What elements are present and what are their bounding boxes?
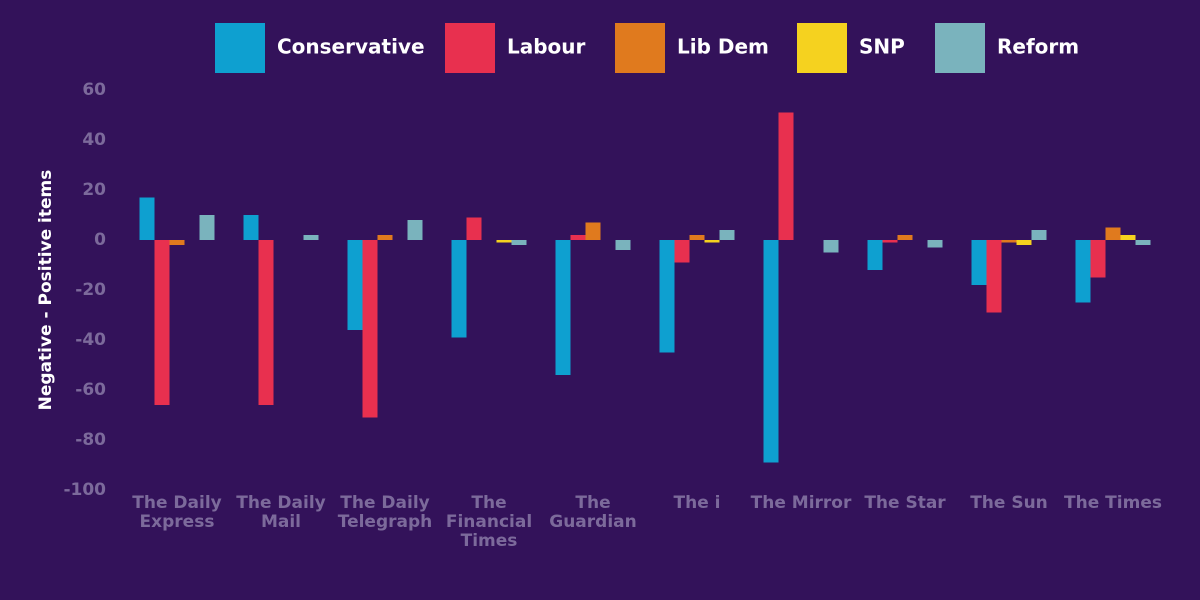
bar [258,240,274,405]
y-tick-label: 40 [82,130,106,150]
bar [407,220,423,240]
bar [466,217,482,240]
legend-label: SNP [859,35,905,59]
bar [882,240,898,243]
bar [986,240,1002,313]
y-axis-label: Negative - Positive items [36,170,56,411]
bar [1075,240,1091,303]
x-tick-label: The Daily Express [132,493,221,532]
y-tick-label: 60 [82,80,106,100]
y-tick-label: -80 [75,430,106,450]
legend-swatch [215,23,265,73]
bar [971,240,987,285]
y-tick-label: -60 [75,380,106,400]
legend-swatch [935,23,985,73]
bar [927,240,943,248]
bar [496,240,512,243]
bar [377,235,393,240]
bar [511,240,527,245]
bar [659,240,675,353]
bar [243,215,259,240]
bar [1135,240,1151,245]
bar [451,240,467,338]
x-tick-label: The Times [1064,493,1162,513]
y-tick-label: -100 [63,480,106,500]
bar [763,240,779,463]
bar [362,240,378,418]
bar [1090,240,1106,278]
bar [1031,230,1047,240]
y-tick-label: -40 [75,330,106,350]
bar [674,240,690,263]
x-tick-label: The Daily Telegraph [338,493,433,532]
x-tick-label: The Daily Mail [236,493,325,532]
bar [719,230,735,240]
bar [867,240,883,270]
x-tick-label: The Star [864,493,946,513]
y-tick-label: 0 [94,230,106,250]
bar [139,197,155,240]
legend-swatch [445,23,495,73]
bar [897,235,913,240]
x-tick-label: The Mirror [751,493,852,513]
bar [347,240,363,330]
bar [555,240,571,375]
bar [1120,235,1136,240]
legend-label: Conservative [277,35,425,59]
legend-label: Labour [507,35,586,59]
bar [570,235,586,240]
bar [704,240,720,243]
x-tick-label: The Sun [970,493,1048,513]
legend-label: Reform [997,35,1079,59]
bar [199,215,215,240]
bar [823,240,839,253]
bar [1001,240,1017,243]
bar [778,112,794,240]
legend-swatch [615,23,665,73]
x-tick-label: The Financial Times [446,493,532,551]
bar [1105,227,1121,240]
x-tick-label: The Guardian [549,493,636,532]
bar [169,240,185,245]
y-tick-label: -20 [75,280,106,300]
legend-swatch [797,23,847,73]
bar [154,240,170,405]
legend-label: Lib Dem [677,35,769,59]
y-tick-label: 20 [82,180,106,200]
bar [689,235,705,240]
bar [1016,240,1032,245]
bar [303,235,319,240]
bar [615,240,631,250]
x-tick-label: The i [674,493,721,513]
bar [585,222,601,240]
